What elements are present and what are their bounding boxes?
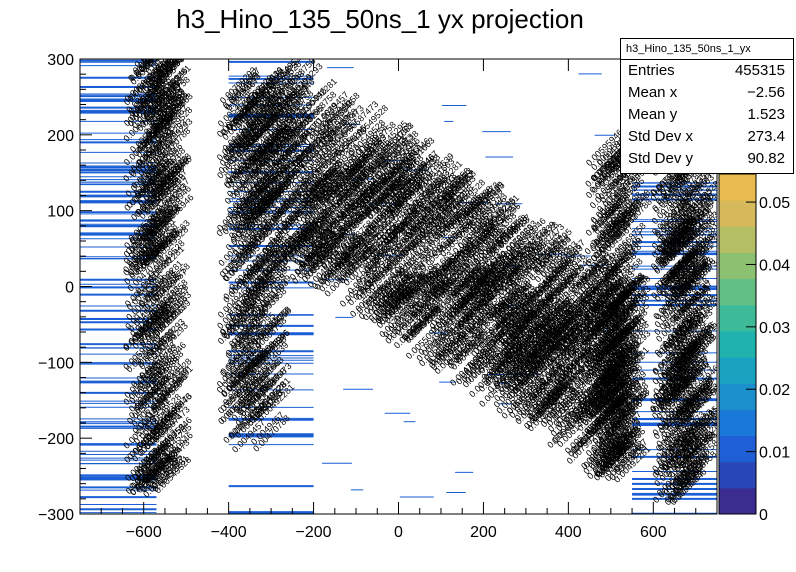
stats-label: Std Dev x <box>628 128 694 145</box>
y-tick-label: 300 <box>47 52 74 69</box>
color-palette: 0 0.01 0.02 0.03 0.04 0.05 <box>718 173 790 524</box>
z-tick-label: 0.03 <box>759 320 790 337</box>
palette-swatch <box>719 330 756 358</box>
y-tick-label: −300 <box>38 507 74 524</box>
palette-swatch <box>719 357 756 384</box>
palette-swatch <box>719 435 756 463</box>
stats-value: 273.4 <box>747 128 785 145</box>
palette-swatch <box>719 461 756 489</box>
y-tick-label: 100 <box>47 204 74 221</box>
stats-value: 455315 <box>734 62 785 79</box>
y-tick-label: 200 <box>47 128 74 145</box>
x-tick-label: 400 <box>555 524 582 541</box>
palette-swatch <box>719 252 756 280</box>
stats-label: Std Dev y <box>628 150 694 167</box>
palette-swatch <box>719 487 756 515</box>
y-tick-label: 0 <box>65 280 74 297</box>
y-tick-label: −200 <box>38 431 74 448</box>
stats-row: Std Dev x 273.4 <box>621 126 793 148</box>
palette-swatch <box>719 278 756 306</box>
palette-swatch <box>719 174 756 201</box>
palette-swatch <box>719 200 756 227</box>
stats-box: h3_Hino_135_50ns_1_yx Entries 455315 Mean … <box>620 38 794 174</box>
stats-value: −2.56 <box>747 84 785 101</box>
stats-value: 90.82 <box>747 150 785 167</box>
palette-swatch <box>719 304 756 332</box>
stats-row: Mean x −2.56 <box>621 82 793 104</box>
x-tick-label: −200 <box>296 524 332 541</box>
z-tick-label: 0.01 <box>759 445 790 462</box>
stats-label: Mean x <box>628 84 678 101</box>
stats-row: Mean y 1.523 <box>621 104 793 126</box>
palette-swatch <box>719 409 756 437</box>
y-tick-label: −100 <box>38 355 74 372</box>
x-tick-label: −600 <box>126 524 162 541</box>
palette-swatch <box>719 383 756 410</box>
palette-swatch <box>719 226 756 253</box>
stats-row: Entries 455315 <box>621 60 793 82</box>
z-tick-label: 0.02 <box>759 382 790 399</box>
bin-labels: 0.00494670.005452950.005495280.004707880… <box>121 59 717 507</box>
stats-row: Std Dev y 90.82 <box>621 148 793 170</box>
z-tick-label: 0.05 <box>759 195 790 212</box>
z-tick-label: 0 <box>759 507 768 524</box>
x-tick-label: 200 <box>470 524 497 541</box>
x-tick-label: −400 <box>211 524 247 541</box>
stats-value: 1.523 <box>747 106 785 123</box>
x-tick-label: 0 <box>394 524 403 541</box>
stats-label: Mean y <box>628 106 678 123</box>
stats-label: Entries <box>628 62 675 79</box>
chart-title: h3_Hino_135_50ns_1 yx projection <box>176 4 584 34</box>
z-tick-label: 0.04 <box>759 257 790 274</box>
stats-box-name: h3_Hino_135_50ns_1_yx <box>621 39 793 60</box>
x-tick-label: 600 <box>640 524 667 541</box>
